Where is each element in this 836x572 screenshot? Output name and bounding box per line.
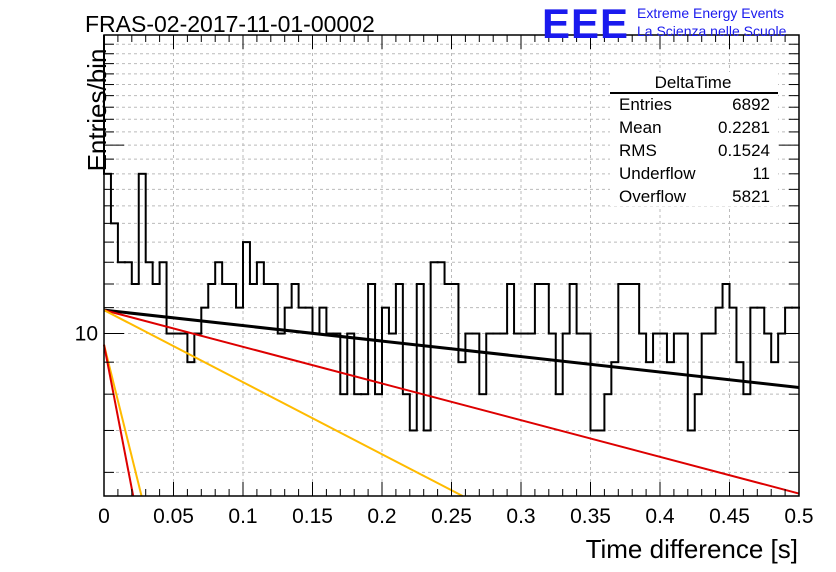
fit-curve-red xyxy=(103,344,135,497)
x-axis-title: Time difference [s] xyxy=(586,534,798,564)
grid-layer xyxy=(104,35,799,496)
stats-value-mean: 0.2281 xyxy=(718,118,770,137)
x-tick-label: 0.4 xyxy=(645,505,675,528)
x-tick-label: 0.45 xyxy=(709,505,750,528)
stats-label-rms: RMS xyxy=(619,141,657,160)
stats-box-background xyxy=(610,72,778,206)
project-subtitle: La Scienza nelle Scuole xyxy=(637,23,787,39)
x-tick-label: 0.3 xyxy=(506,505,535,528)
stats-label-entries: Entries xyxy=(619,95,672,114)
y-tick-label: 10 xyxy=(75,323,98,346)
fit-curve-black xyxy=(103,308,800,389)
run-title: FRAS-02-2017-11-01-00002 xyxy=(85,11,375,37)
fit-layer xyxy=(103,308,800,497)
stats-title: DeltaTime xyxy=(655,73,732,92)
fit-curve-orange xyxy=(103,309,464,497)
stats-value-underflow: 11 xyxy=(752,164,770,183)
tick-layer xyxy=(103,35,800,496)
fit-curve-orange xyxy=(103,344,143,497)
stats-value-entries: 6892 xyxy=(732,95,770,114)
stats-label-mean: Mean xyxy=(619,118,662,137)
stats-label-underflow: Underflow xyxy=(619,164,696,183)
x-tick-label: 0.15 xyxy=(292,505,333,528)
eee-logo: EEE xyxy=(542,0,629,47)
stats-box: DeltaTime Entries 6892 Mean 0.2281 RMS 0… xyxy=(610,72,778,206)
x-tick-label: 0.5 xyxy=(784,505,813,528)
x-tick-label: 0 xyxy=(98,505,110,528)
stats-label-overflow: Overflow xyxy=(619,187,687,206)
x-tick-label: 0.35 xyxy=(570,505,611,528)
fit-curve-red xyxy=(103,309,800,495)
x-tick-label: 0.1 xyxy=(228,505,257,528)
stats-value-rms: 0.1524 xyxy=(718,141,770,160)
project-name: Extreme Energy Events xyxy=(637,5,784,21)
data-layer xyxy=(103,35,800,432)
x-tick-label: 0.05 xyxy=(153,505,194,528)
tick-label-layer: 0 0.05 0.1 0.15 0.2 0.25 0.3 0.35 0.4 0.45 0.5 10 xyxy=(75,323,814,528)
y-axis-title: Entries/bin xyxy=(82,49,112,172)
x-tick-label: 0.2 xyxy=(367,505,396,528)
stats-value-overflow: 5821 xyxy=(732,187,770,206)
x-tick-label: 0.25 xyxy=(431,505,472,528)
